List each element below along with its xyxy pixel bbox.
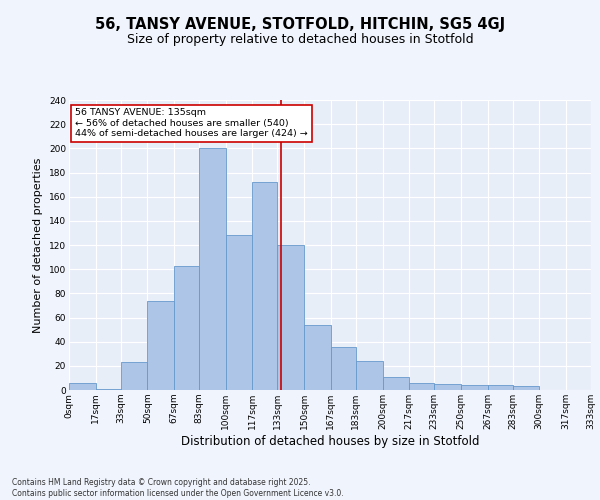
Bar xyxy=(174,266,199,390)
Text: Size of property relative to detached houses in Stotfold: Size of property relative to detached ho… xyxy=(127,32,473,46)
Bar xyxy=(69,383,95,390)
Bar xyxy=(383,376,409,390)
Bar xyxy=(356,361,383,390)
Bar xyxy=(434,384,461,390)
Bar xyxy=(199,148,226,390)
X-axis label: Distribution of detached houses by size in Stotfold: Distribution of detached houses by size … xyxy=(181,434,479,448)
Bar xyxy=(121,362,148,390)
Text: Contains HM Land Registry data © Crown copyright and database right 2025.
Contai: Contains HM Land Registry data © Crown c… xyxy=(12,478,344,498)
Bar xyxy=(148,300,174,390)
Bar xyxy=(512,386,539,390)
Y-axis label: Number of detached properties: Number of detached properties xyxy=(34,158,43,332)
Bar xyxy=(253,182,277,390)
Bar xyxy=(277,245,304,390)
Bar xyxy=(461,385,488,390)
Bar xyxy=(226,236,253,390)
Bar xyxy=(95,389,121,390)
Bar xyxy=(304,325,331,390)
Bar xyxy=(409,383,434,390)
Bar xyxy=(488,385,512,390)
Text: 56, TANSY AVENUE, STOTFOLD, HITCHIN, SG5 4GJ: 56, TANSY AVENUE, STOTFOLD, HITCHIN, SG5… xyxy=(95,18,505,32)
Text: 56 TANSY AVENUE: 135sqm
← 56% of detached houses are smaller (540)
44% of semi-d: 56 TANSY AVENUE: 135sqm ← 56% of detache… xyxy=(75,108,308,138)
Bar xyxy=(331,346,356,390)
